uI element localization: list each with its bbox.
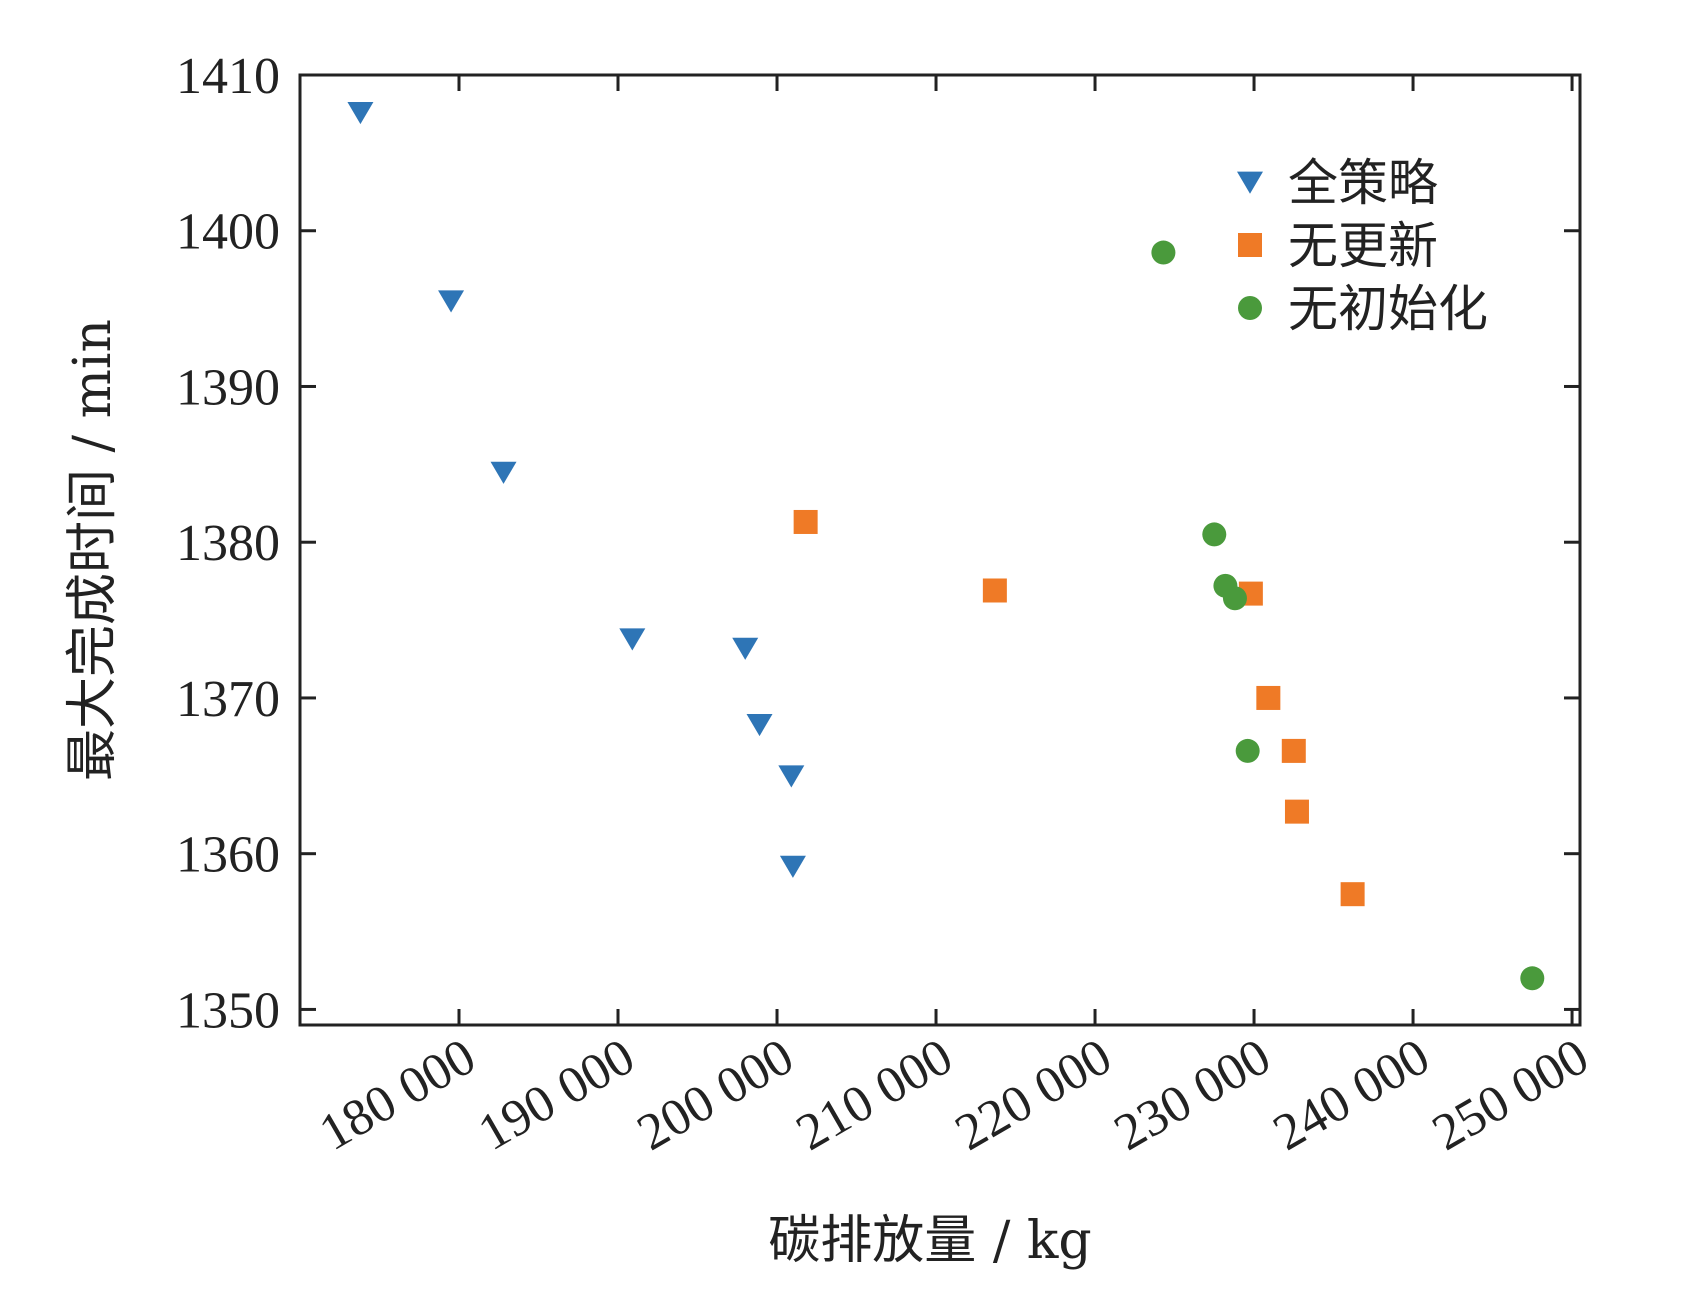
x-tick-label: 200 000 — [628, 1028, 803, 1162]
x-tick-label: 190 000 — [469, 1028, 644, 1162]
y-tick-label: 1380 — [176, 515, 280, 572]
data-point-series-3 — [1151, 240, 1176, 265]
y-tick-label: 1370 — [176, 671, 280, 728]
plot-frame — [298, 73, 1582, 1027]
data-point-series-2 — [1256, 685, 1281, 710]
legend-label-series-3: 无初始化 — [1288, 280, 1488, 338]
y-tick-label: 1390 — [176, 359, 280, 416]
x-tick-label: 180 000 — [310, 1028, 485, 1162]
legend-marker-series-1 — [1237, 171, 1263, 194]
data-point-series-1 — [778, 765, 805, 788]
data-points — [347, 101, 1545, 991]
data-point-series-2 — [1340, 882, 1365, 907]
x-tick-label: 250 000 — [1423, 1028, 1598, 1162]
y-tick-label: 1350 — [176, 982, 280, 1039]
data-point-series-1 — [490, 461, 517, 484]
legend-label-series-2: 无更新 — [1288, 217, 1438, 275]
data-point-series-3 — [1520, 966, 1545, 991]
x-axis-title: 碳排放量 / kg — [768, 1211, 1091, 1271]
data-point-series-2 — [1284, 799, 1309, 824]
y-tick-label: 1360 — [176, 827, 280, 884]
y-tick-label: 1400 — [176, 204, 280, 261]
y-axis-title: 最大完成时间 / min — [63, 319, 123, 781]
data-point-series-3 — [1235, 738, 1260, 763]
data-point-series-2 — [793, 509, 818, 534]
x-tick-label: 210 000 — [787, 1028, 962, 1162]
y-tick-label: 1410 — [176, 48, 280, 105]
x-tick-label: 240 000 — [1264, 1028, 1439, 1162]
data-point-series-2 — [1281, 738, 1306, 763]
data-point-series-3 — [1222, 586, 1247, 611]
data-point-series-1 — [746, 714, 773, 737]
data-point-series-1 — [438, 290, 465, 313]
data-point-series-3 — [1202, 522, 1227, 547]
x-tick-label: 220 000 — [946, 1028, 1121, 1162]
data-point-series-2 — [982, 578, 1007, 603]
legend-marker-series-2 — [1238, 233, 1262, 257]
data-point-series-1 — [347, 101, 374, 125]
data-point-series-1 — [779, 855, 806, 878]
x-tick-label: 230 000 — [1105, 1028, 1280, 1162]
data-point-series-1 — [619, 628, 646, 651]
legend-marker-series-3 — [1238, 296, 1262, 320]
data-point-series-1 — [732, 637, 759, 660]
legend-label-series-1: 全策略 — [1288, 154, 1438, 212]
